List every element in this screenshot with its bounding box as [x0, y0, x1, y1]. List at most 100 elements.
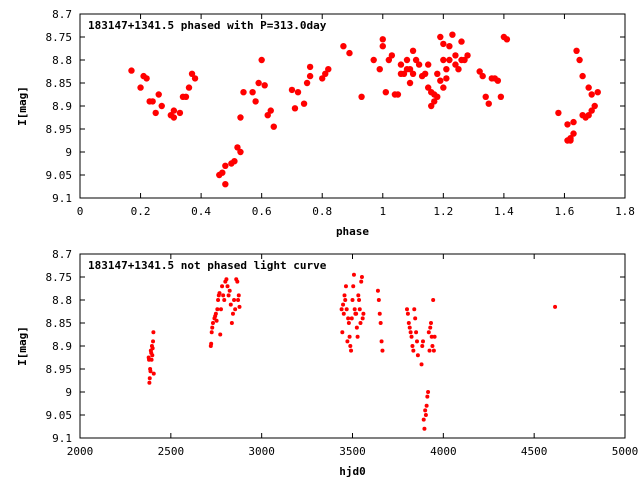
y-tick-label: 8.75 — [46, 271, 73, 284]
data-point — [420, 344, 425, 348]
data-point — [226, 293, 231, 298]
data-point — [148, 369, 153, 374]
data-point — [427, 348, 432, 353]
data-point — [437, 33, 444, 41]
y-axis-label: I[mag] — [16, 326, 29, 366]
data-point — [359, 275, 364, 279]
data-point — [426, 390, 431, 394]
data-point — [431, 348, 436, 353]
data-point — [234, 144, 241, 151]
data-point — [585, 112, 592, 119]
data-point — [240, 89, 247, 96]
data-point — [476, 68, 483, 75]
data-point — [377, 311, 382, 316]
data-point — [411, 348, 416, 353]
data-point — [149, 98, 156, 105]
data-point — [291, 105, 299, 112]
data-point — [170, 114, 178, 121]
y-tick-label: 8.95 — [46, 123, 73, 136]
data-point — [345, 339, 350, 344]
data-point — [236, 298, 241, 302]
data-point — [413, 316, 418, 321]
data-point — [176, 109, 184, 117]
data-point — [352, 307, 357, 312]
y-tick-label: 9 — [65, 386, 72, 399]
data-point — [452, 52, 459, 59]
data-point — [579, 72, 586, 80]
x-tick-label: 5000 — [612, 445, 639, 458]
data-point — [455, 66, 462, 73]
data-point — [434, 93, 441, 101]
data-point — [216, 298, 221, 302]
data-point — [221, 293, 226, 298]
x-tick-label: 4500 — [521, 445, 548, 458]
data-point — [412, 307, 417, 312]
data-point — [270, 123, 277, 130]
data-point — [394, 91, 402, 98]
data-point — [424, 403, 429, 408]
data-point — [339, 307, 344, 312]
data-point — [409, 334, 414, 339]
data-point — [267, 107, 274, 114]
x-tick-label: 2000 — [67, 445, 94, 458]
data-point — [191, 75, 199, 82]
y-tick-label: 9 — [65, 146, 72, 159]
data-point — [218, 307, 223, 312]
data-point — [588, 91, 595, 98]
y-tick-label: 9.05 — [46, 169, 73, 182]
data-point — [440, 84, 447, 91]
data-point — [215, 307, 220, 312]
data-point — [151, 330, 156, 335]
data-point — [227, 288, 232, 293]
data-point — [354, 311, 359, 316]
data-point — [209, 330, 214, 335]
y-tick-label: 8.7 — [52, 248, 72, 261]
data-point — [351, 272, 356, 277]
data-point — [415, 61, 423, 68]
data-point — [449, 31, 456, 38]
data-point — [229, 321, 234, 325]
data-point — [358, 93, 365, 101]
data-point — [408, 330, 413, 335]
data-point — [224, 277, 229, 282]
unphased-light-curve-panel: 2000 2500 3000 3500 4000 4500 5000 8.7 8.75 8.8 8.… — [16, 248, 638, 478]
data-point — [340, 330, 345, 335]
data-point — [425, 394, 430, 399]
data-point — [288, 86, 296, 94]
data-point — [343, 298, 348, 302]
data-point — [210, 325, 215, 330]
data-point — [182, 93, 190, 101]
data-point — [346, 49, 353, 57]
data-point — [388, 52, 396, 59]
data-point — [379, 339, 384, 344]
data-point — [225, 284, 230, 289]
y-tick-label: 8.9 — [52, 340, 72, 353]
data-point — [553, 304, 558, 309]
data-point — [303, 79, 311, 87]
data-point — [591, 102, 598, 110]
x-tick-label: 3000 — [248, 445, 275, 458]
data-point — [151, 371, 156, 376]
data-point — [355, 334, 360, 339]
data-point — [452, 61, 459, 68]
data-point — [233, 307, 238, 312]
data-point — [237, 148, 244, 156]
data-point — [228, 302, 233, 307]
y-tick-label: 8.95 — [46, 363, 73, 376]
data-point — [482, 93, 489, 101]
data-point — [151, 339, 156, 344]
data-point — [249, 89, 256, 96]
data-point — [128, 67, 135, 74]
data-point — [406, 321, 411, 325]
data-point — [342, 293, 347, 298]
data-point — [397, 61, 405, 68]
x-tick-label: 1.6 — [555, 205, 575, 218]
data-point — [414, 339, 419, 344]
data-point — [375, 288, 380, 293]
data-point — [354, 325, 359, 330]
data-point — [405, 311, 410, 316]
data-point — [351, 284, 356, 289]
x-tick-label: 0 — [77, 205, 84, 218]
data-point — [350, 298, 355, 302]
y-tick-label: 8.8 — [52, 294, 72, 307]
